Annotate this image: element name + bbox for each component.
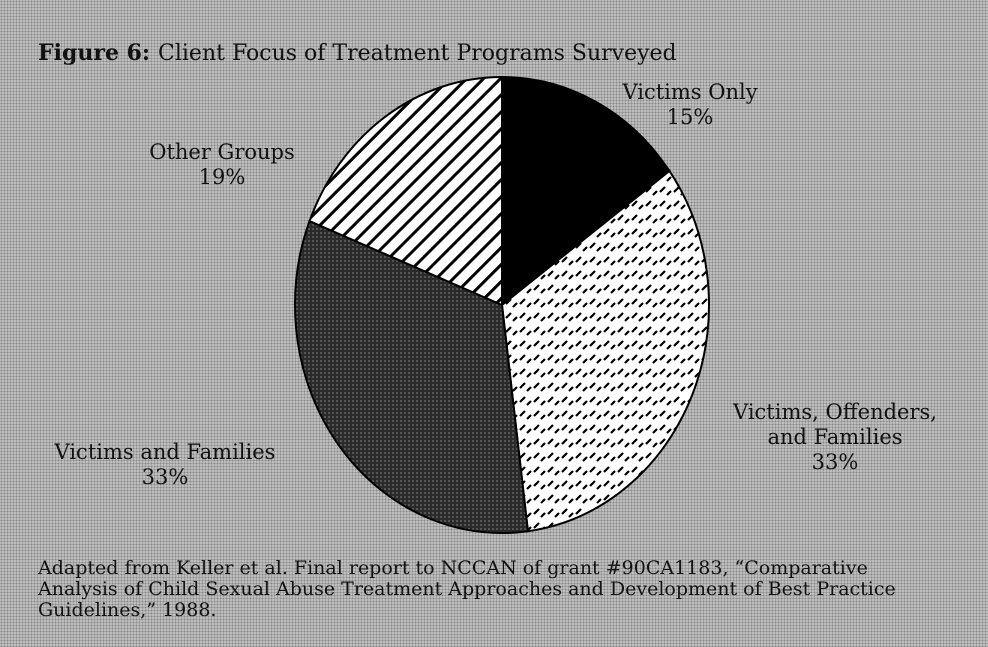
pie-slice [294,219,530,534]
slice-name: Other Groups [149,140,295,164]
source-note: Adapted from Keller et al. Final report … [38,557,896,621]
slice-value: 19% [198,165,246,189]
slice-label: Victims and Families 33% [35,440,295,490]
slice-value: 33% [141,465,189,489]
slice-value: 15% [666,105,714,129]
slice-name: Victims Only [622,80,758,104]
pie-slice [308,75,503,307]
pie-slice [500,169,710,533]
slice-name: Victims, Offenders, and Families [733,400,937,449]
pie-slice [501,75,671,308]
title-text: Client Focus of Treatment Programs Surve… [158,41,677,66]
slice-label: Victims, Offenders, and Families 33% [720,400,950,475]
slice-value: 33% [811,450,859,474]
slice-label: Other Groups 19% [122,140,322,190]
slice-name: Victims and Families [54,440,276,464]
figure-label: Figure 6: [38,40,151,66]
slice-label: Victims Only 15% [590,80,790,130]
chart-title: Figure 6: Client Focus of Treatment Progr… [38,40,677,66]
